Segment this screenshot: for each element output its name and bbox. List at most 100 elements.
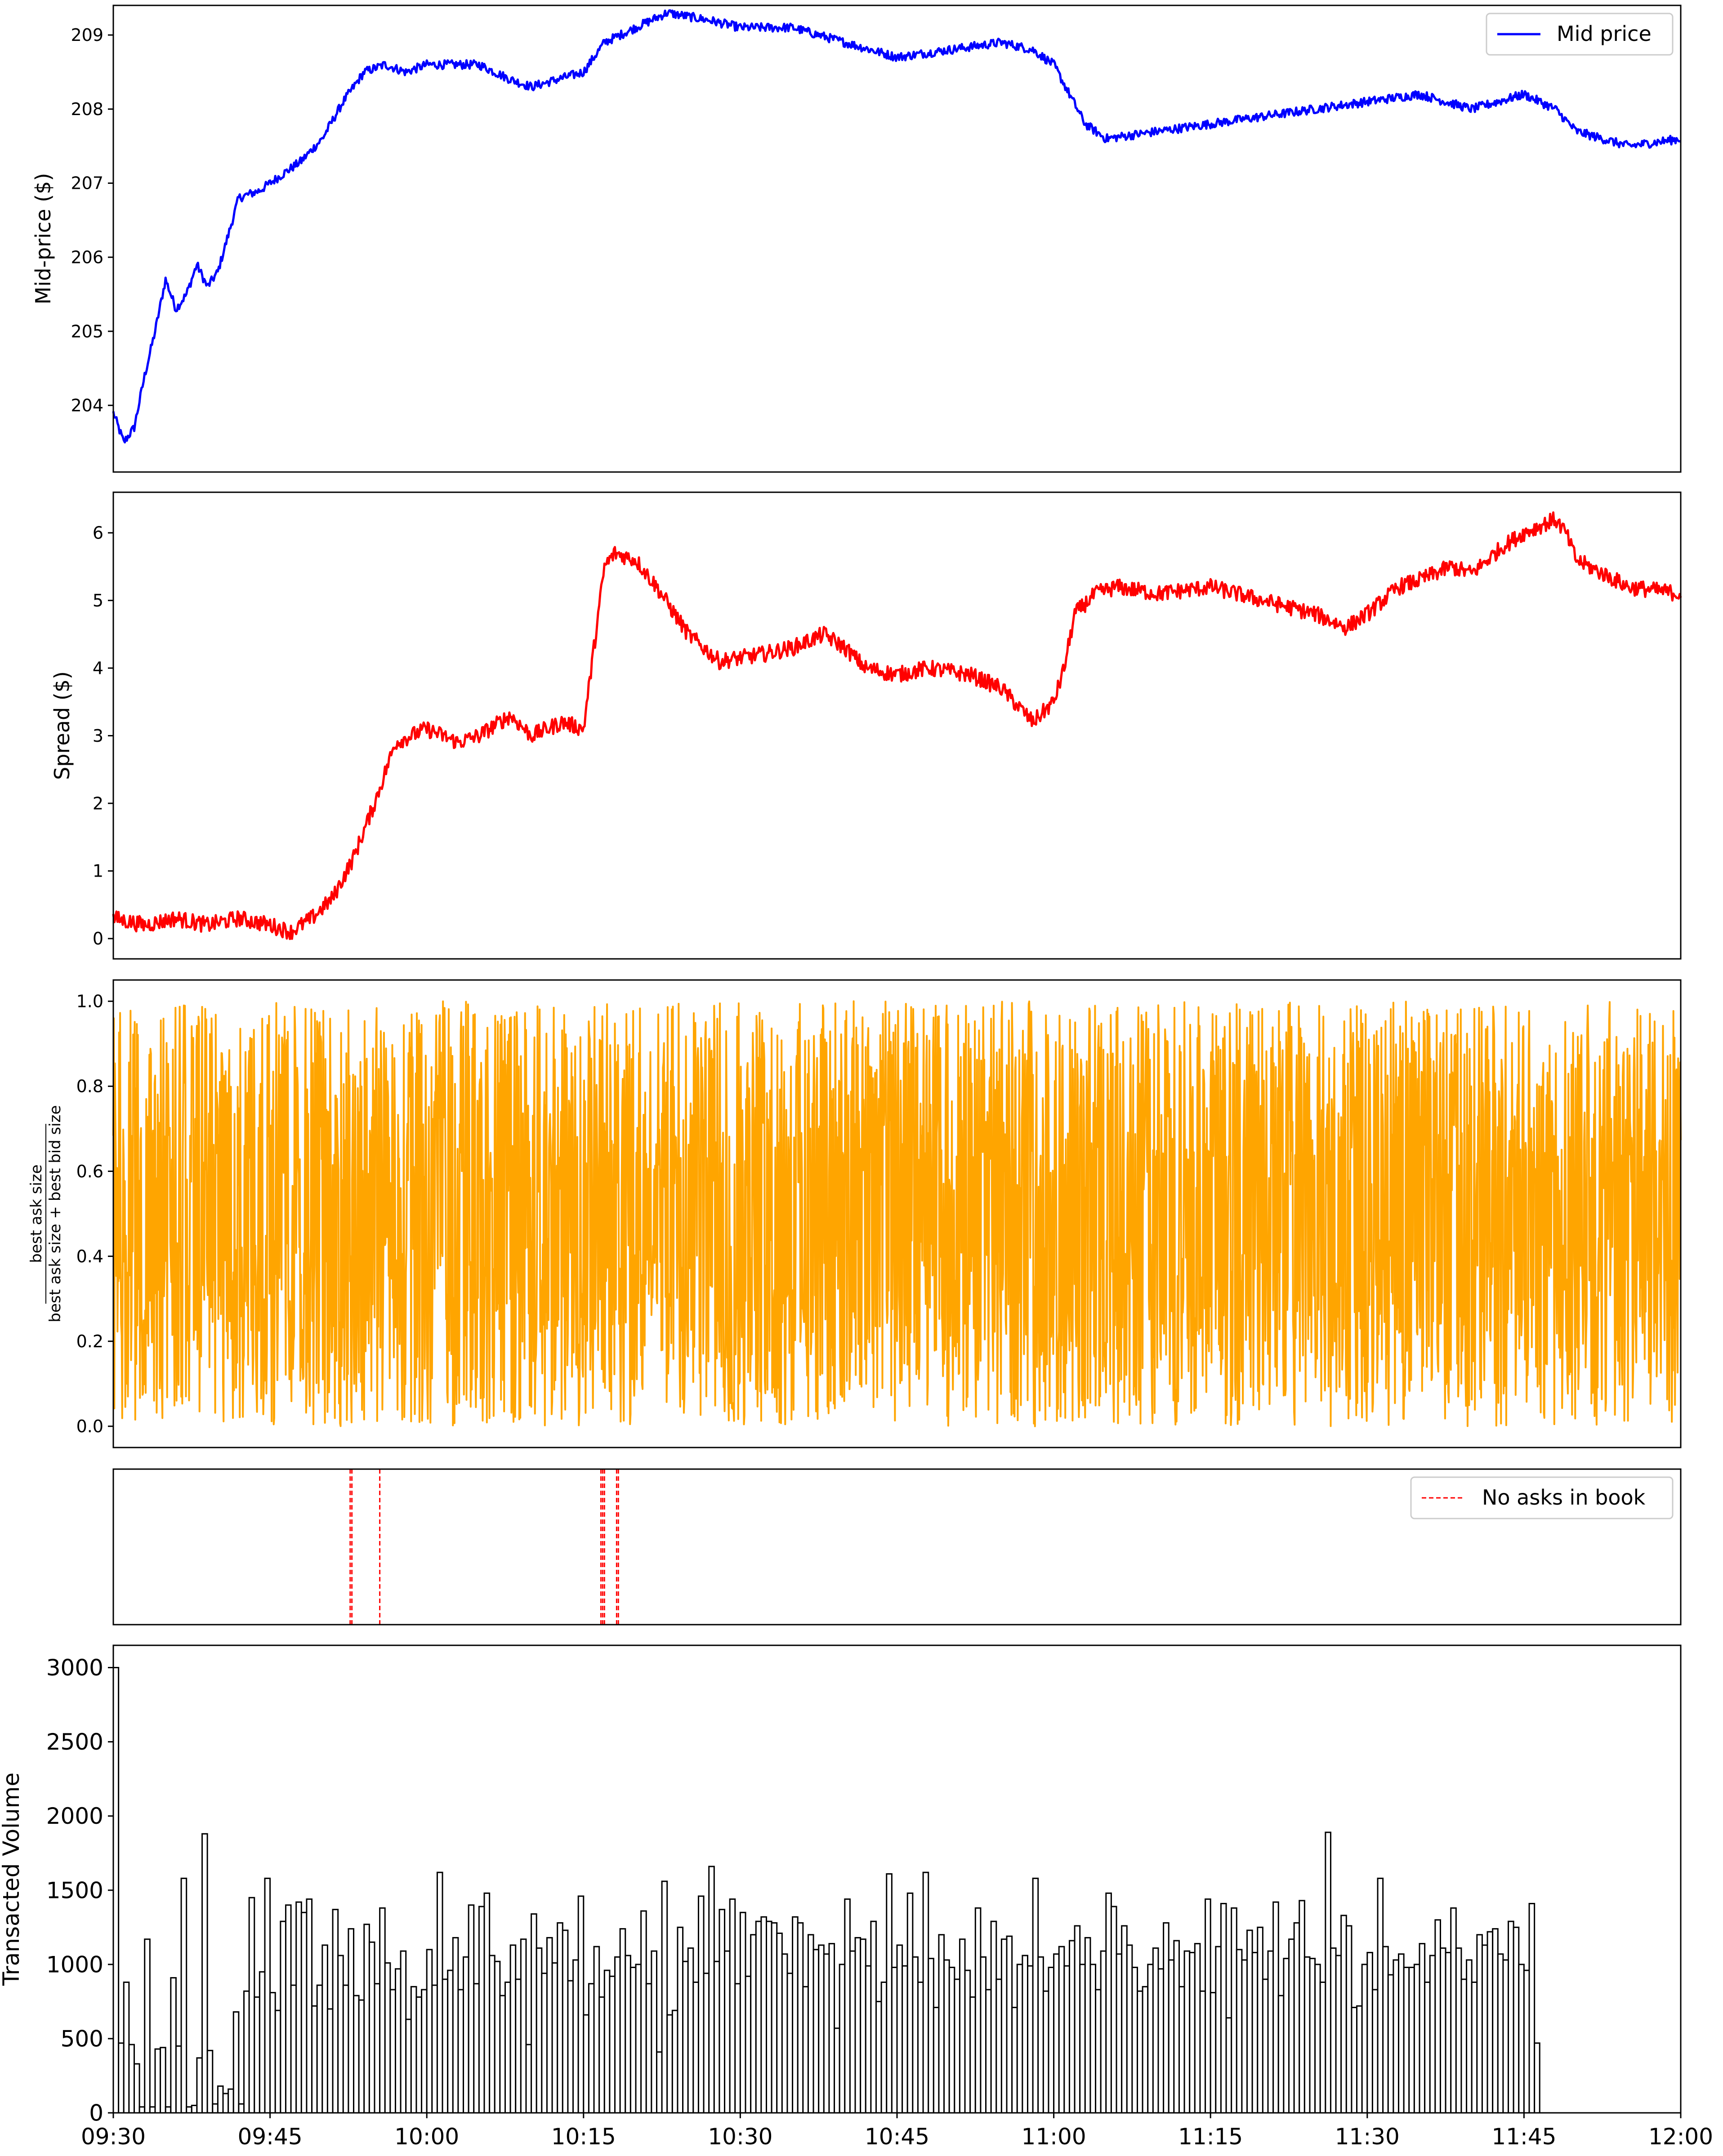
volume-bar-53 (389, 1989, 396, 2114)
volume-bar-1 (118, 2042, 125, 2114)
spread-tick-label-0: 0 (93, 929, 103, 949)
volume-bar-86 (562, 1929, 569, 2114)
volume-bar-179 (1048, 1966, 1055, 2114)
volume-bar-154 (917, 1981, 924, 2114)
volume-bar-220 (1262, 1978, 1269, 2114)
panel-frame (112, 4, 1682, 473)
volume-bar-174 (1022, 1955, 1028, 2114)
panel-spread: 0 1 2 3 4 5 6 Spread ($) (50, 491, 1682, 960)
volume-bar-233 (1330, 1947, 1337, 2114)
volume-bar-74 (499, 1995, 506, 2114)
volume-bar-44 (342, 1984, 349, 2114)
volume-bar-216 (1241, 1959, 1248, 2114)
volume-bar-256 (1450, 1907, 1457, 2114)
volume-bar-213 (1225, 2017, 1232, 2114)
volume-bar-78 (520, 1938, 527, 2114)
volume-bar-112 (697, 1895, 705, 2114)
volume-bar-62 (436, 1871, 443, 2114)
volume-bar-85 (557, 1922, 563, 2114)
volume-bar-160 (948, 1966, 955, 2114)
volume-bar-257 (1455, 1947, 1462, 2114)
volume-bar-166 (980, 1956, 987, 2114)
volume-bar-83 (546, 1937, 553, 2114)
volume-bar-89 (577, 1895, 585, 2114)
volume-bar-196 (1137, 1990, 1143, 2114)
volume-bar-115 (713, 1960, 720, 2114)
volume-bar-54 (394, 1968, 402, 2114)
x-tick-label-10: 12:00 (1648, 2124, 1713, 2150)
y-axis-fraction-label: best ask size best ask size + best bid s… (27, 1105, 64, 1322)
volume-bar-204 (1178, 1986, 1185, 2114)
volume-bar-20 (217, 2085, 224, 2114)
x-tick-label-2: 10:00 (394, 2124, 459, 2150)
volume-bar-69 (473, 1983, 480, 2114)
panel-volume: 0 500 1000 1500 2000 2500 3000 Transacted Volu… (0, 1644, 1713, 2150)
volume-bar-151 (902, 1965, 908, 2114)
volume-tick-label-2: 1000 (46, 1951, 103, 1978)
volume-bar-34 (290, 1984, 297, 2114)
volume-bar-239 (1361, 1964, 1368, 2114)
volume-bar-107 (671, 2009, 678, 2114)
mid-tick-label-0: 204 (71, 396, 103, 415)
volume-bar-135 (818, 1944, 825, 2114)
volume-bar-149 (891, 1966, 898, 2114)
volume-bar-3 (128, 2044, 135, 2114)
volume-bar-206 (1189, 1951, 1196, 2114)
legend-label: No asks in book (1482, 1485, 1646, 1510)
volume-bar-250 (1419, 1943, 1426, 2114)
volume-bar-130 (792, 1916, 799, 2114)
x-tick-label-1: 09:45 (238, 2124, 303, 2150)
y-axis-spread: 0 1 2 3 4 5 6 (93, 523, 113, 949)
volume-bar-205 (1183, 1950, 1191, 2114)
volume-bar-128 (781, 1953, 788, 2114)
volume-bar-215 (1236, 1949, 1243, 2114)
volume-bar-147 (880, 1981, 888, 2114)
volume-bar-157 (933, 2007, 940, 2114)
volume-bar-226 (1293, 1922, 1300, 2114)
volume-bar-155 (922, 1871, 929, 2114)
volume-bar-169 (995, 1978, 1002, 2114)
volume-bar-50 (374, 1983, 381, 2114)
panel-imbalance: 0.0 0.2 0.4 0.6 0.8 1.0 best ask size best as… (27, 979, 1682, 1448)
volume-bar-133 (807, 1934, 814, 2114)
volume-bar-210 (1210, 1992, 1217, 2114)
volume-bar-11 (170, 1977, 177, 2114)
volume-bar-67 (463, 1956, 469, 2114)
volume-bar-63 (442, 1978, 449, 2114)
volume-bar-121 (745, 1975, 752, 2114)
volume-bar-247 (1403, 1966, 1410, 2114)
volume-bar-21 (222, 2093, 229, 2114)
volume-bar-87 (567, 1980, 574, 2114)
volume-bar-158 (938, 1934, 945, 2114)
volume-bar-186 (1084, 1937, 1091, 2114)
volume-bar-96 (614, 1956, 621, 2114)
volume-bar-106 (666, 2014, 673, 2114)
volume-bar-80 (531, 1913, 537, 2114)
panel-frame (112, 1468, 1682, 1626)
volume-bar-184 (1074, 1925, 1081, 2114)
legend: No asks in book (1410, 1476, 1674, 1519)
volume-bar-240 (1366, 1951, 1373, 2114)
spread-tick-label-5: 5 (93, 591, 103, 610)
volume-bar-36 (300, 1911, 308, 2114)
volume-bar-117 (724, 1950, 731, 2114)
volume-bar-212 (1220, 1902, 1227, 2114)
volume-bar-224 (1283, 1958, 1290, 2114)
volume-bar-245 (1393, 1959, 1400, 2114)
volume-bar-137 (828, 1943, 835, 2114)
volume-bar-156 (928, 1958, 934, 2114)
volume-bar-8 (154, 2048, 161, 2114)
volume-bar-75 (504, 1981, 511, 2114)
imbalance-tick-label-4: 0.8 (76, 1077, 103, 1096)
volume-bar-228 (1303, 1956, 1311, 2114)
volume-bar-266 (1502, 1959, 1509, 2114)
volume-bar-249 (1413, 1964, 1420, 2114)
volume-bar-43 (337, 1955, 344, 2114)
volume-bar-35 (295, 1901, 302, 2114)
volume-bar-45 (348, 1928, 355, 2114)
volume-bar-26 (248, 1897, 255, 2114)
volume-bar-126 (771, 1922, 778, 2114)
volume-bar-146 (875, 2000, 882, 2114)
volume-tick-label-4: 2000 (46, 1803, 103, 1829)
volume-bar-168 (990, 1920, 997, 2114)
